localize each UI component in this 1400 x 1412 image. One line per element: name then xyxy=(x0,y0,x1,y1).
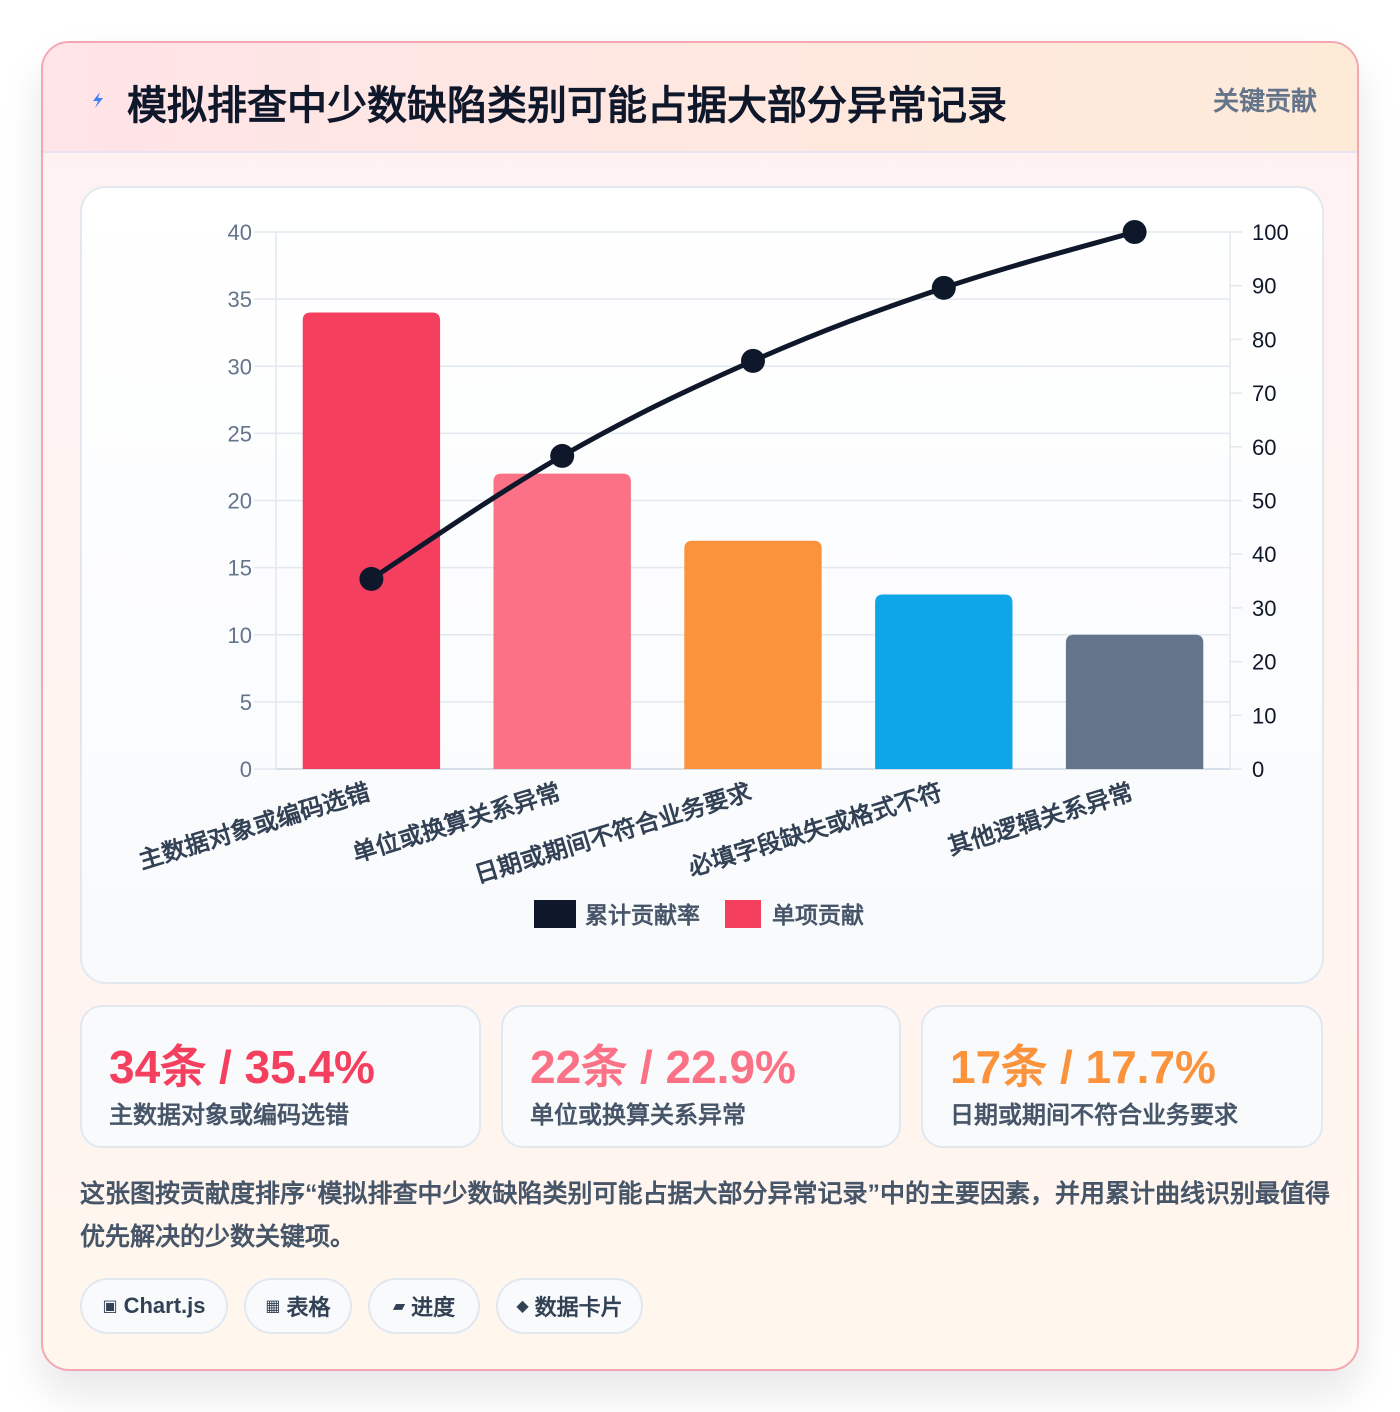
x-category-label: 主数据对象或编码选错 xyxy=(135,778,373,875)
bar xyxy=(684,540,822,769)
legend-swatch-single xyxy=(725,900,761,928)
tag-chartjs[interactable]: ▣ Chart.js xyxy=(80,1278,228,1334)
y-left-tick-label: 20 xyxy=(228,489,252,514)
pareto-chart: 0 5 10 15 20 25 30 35 40 0 10 20 30 40 50 60 70 80 90 100 主数… xyxy=(135,220,1289,928)
cumulative-point xyxy=(359,566,384,591)
y-left-tick-label: 15 xyxy=(228,556,252,581)
stat-card-2: 22条 / 22.9% 单位或换算关系异常 xyxy=(501,1005,901,1148)
y-right-tick-label: 50 xyxy=(1252,489,1276,514)
tag-label: 进度 xyxy=(411,1295,456,1320)
progress-icon: ▰ xyxy=(392,1298,406,1315)
y-left-tick-label: 0 xyxy=(240,757,252,782)
y-right-tick-label: 100 xyxy=(1252,220,1289,245)
y-left-tick-label: 35 xyxy=(228,287,252,312)
legend-label-single: 单项贡献 xyxy=(772,902,864,928)
y-right-tick-label: 30 xyxy=(1252,596,1276,621)
diamond-icon: ◆ xyxy=(516,1298,529,1315)
stat-card-3: 17条 / 17.7% 日期或期间不符合业务要求 xyxy=(921,1005,1323,1148)
tag-label: Chart.js xyxy=(123,1293,206,1318)
y-left-tick-label: 30 xyxy=(228,354,252,379)
y-left-tick-label: 25 xyxy=(228,421,252,446)
y-left-tick-label: 40 xyxy=(228,220,252,245)
stat-value: 22条 / 22.9% xyxy=(530,1041,796,1093)
stat-value: 34条 / 35.4% xyxy=(109,1041,375,1093)
y-right-tick-label: 90 xyxy=(1252,274,1276,299)
cumulative-line xyxy=(370,229,1136,582)
bar xyxy=(302,312,441,769)
stat-value: 17条 / 17.7% xyxy=(950,1041,1216,1093)
stat-label: 主数据对象或编码选错 xyxy=(109,1102,349,1129)
stat-label: 日期或期间不符合业务要求 xyxy=(950,1102,1238,1129)
cumulative-point xyxy=(1122,220,1147,244)
cumulative-point xyxy=(741,348,765,373)
legend-label-cumulative: 累计贡献率 xyxy=(585,902,700,928)
tag-progress[interactable]: ▰ 进度 xyxy=(368,1278,480,1334)
chart-icon: ▣ xyxy=(102,1298,118,1315)
bar xyxy=(493,473,631,769)
y-right-tick-label: 60 xyxy=(1252,435,1276,460)
stat-label: 单位或换算关系异常 xyxy=(530,1102,746,1129)
y-right-tick-label: 20 xyxy=(1252,650,1276,675)
lightning-icon xyxy=(93,92,103,108)
tag-label: 数据卡片 xyxy=(534,1295,623,1320)
bar xyxy=(875,594,1013,769)
chart-card: 模拟排查中少数缺陷类别可能占据大部分异常记录 关键贡献 0 5 10 15 20 25 30… xyxy=(41,41,1359,1371)
stat-card-1: 34条 / 35.4% 主数据对象或编码选错 xyxy=(80,1005,481,1148)
y-right-tick-label: 70 xyxy=(1252,381,1276,406)
chart-description: 这张图按贡献度排序“模拟排查中少数缺陷类别可能占据大部分异常记录”中的主要因素，… xyxy=(80,1180,1331,1251)
table-icon: ▦ xyxy=(265,1298,281,1315)
legend-swatch-cumulative xyxy=(534,900,576,928)
chart-panel: 0 5 10 15 20 25 30 35 40 0 10 20 30 40 50 60 70 80 90 100 主数… xyxy=(80,186,1324,984)
y-left-tick-label: 5 xyxy=(240,690,252,715)
tag-data-card[interactable]: ◆ 数据卡片 xyxy=(496,1278,643,1334)
cumulative-point xyxy=(550,443,575,468)
tag-label: 表格 xyxy=(286,1295,331,1320)
tag-table[interactable]: ▦ 表格 xyxy=(244,1278,352,1334)
y-right-tick-label: 80 xyxy=(1252,327,1276,352)
y-right-tick-label: 40 xyxy=(1252,542,1276,567)
key-contribution-badge: 关键贡献 xyxy=(1212,86,1317,116)
x-category-label: 其他逻辑关系异常 xyxy=(945,778,1137,861)
card-header: 模拟排查中少数缺陷类别可能占据大部分异常记录 关键贡献 xyxy=(43,43,1357,153)
page-title: 模拟排查中少数缺陷类别可能占据大部分异常记录 xyxy=(127,84,1007,128)
y-left-tick-label: 10 xyxy=(228,623,252,648)
y-right-tick-label: 10 xyxy=(1252,703,1276,728)
y-right-tick-label: 0 xyxy=(1252,757,1264,782)
cumulative-point xyxy=(931,275,956,300)
bar xyxy=(1065,634,1204,769)
